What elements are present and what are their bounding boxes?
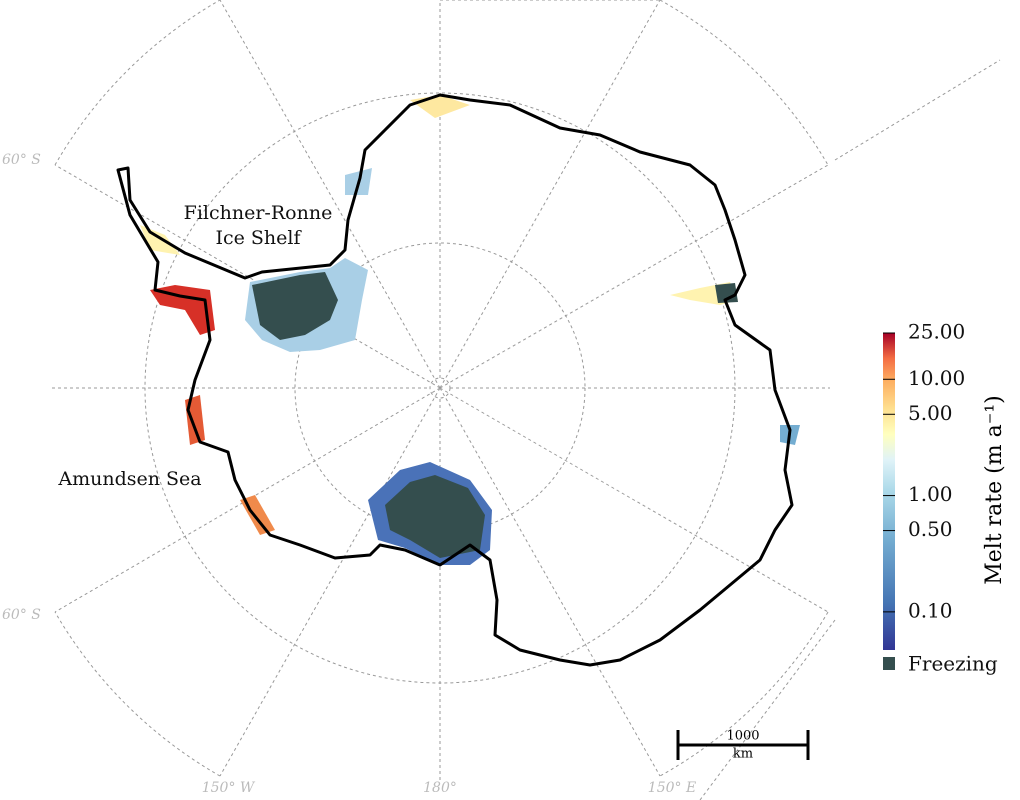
place-labels: Filchner-Ronne Ice Shelf Amundsen Sea — [57, 202, 332, 490]
freezing-label: Freezing — [908, 652, 998, 676]
colorbar-tick-label: 1.00 — [908, 482, 953, 506]
region-label: Amundsen Sea — [57, 468, 201, 490]
scale-bar-line — [676, 730, 810, 760]
colorbar-tick-label: 0.10 — [908, 598, 953, 622]
longitude-label: 180° — [423, 780, 457, 796]
colorbar-tick-label: 5.00 — [908, 401, 953, 425]
freezing-swatch — [883, 657, 895, 670]
colorbar-tick-label: 25.00 — [908, 320, 965, 344]
region-label: Filchner-Ronne — [184, 202, 333, 224]
scale-bar-unit: km — [733, 747, 753, 762]
colorbar-tick-label: 0.50 — [908, 517, 953, 541]
colorbar-title: Melt rate (m a⁻¹) — [982, 395, 1007, 584]
ross-shelf — [385, 475, 485, 558]
graticule-labels: 60° S 60° S 150° W 180° 150° E — [2, 152, 696, 796]
latitude-label: 60° S — [2, 152, 41, 168]
latitude-label: 60° S — [2, 607, 41, 623]
scale-bar: 1000 km — [676, 729, 810, 762]
colorbar: Freezing Melt rate (m a⁻¹) 25.00 10.00 5.0… — [883, 320, 1007, 676]
ice-shelves — [140, 95, 800, 565]
coastline — [116, 93, 794, 667]
longitude-label: 150° E — [648, 780, 696, 796]
amundsen-shelf — [185, 395, 205, 445]
colorbar-gradient — [883, 333, 895, 650]
longitude-label: 150° W — [202, 780, 256, 796]
scale-bar-value: 1000 — [726, 729, 759, 744]
colorbar-tick-label: 10.00 — [908, 366, 965, 390]
region-label: Ice Shelf — [215, 227, 302, 249]
filchner-ronne-shelf — [252, 272, 338, 340]
